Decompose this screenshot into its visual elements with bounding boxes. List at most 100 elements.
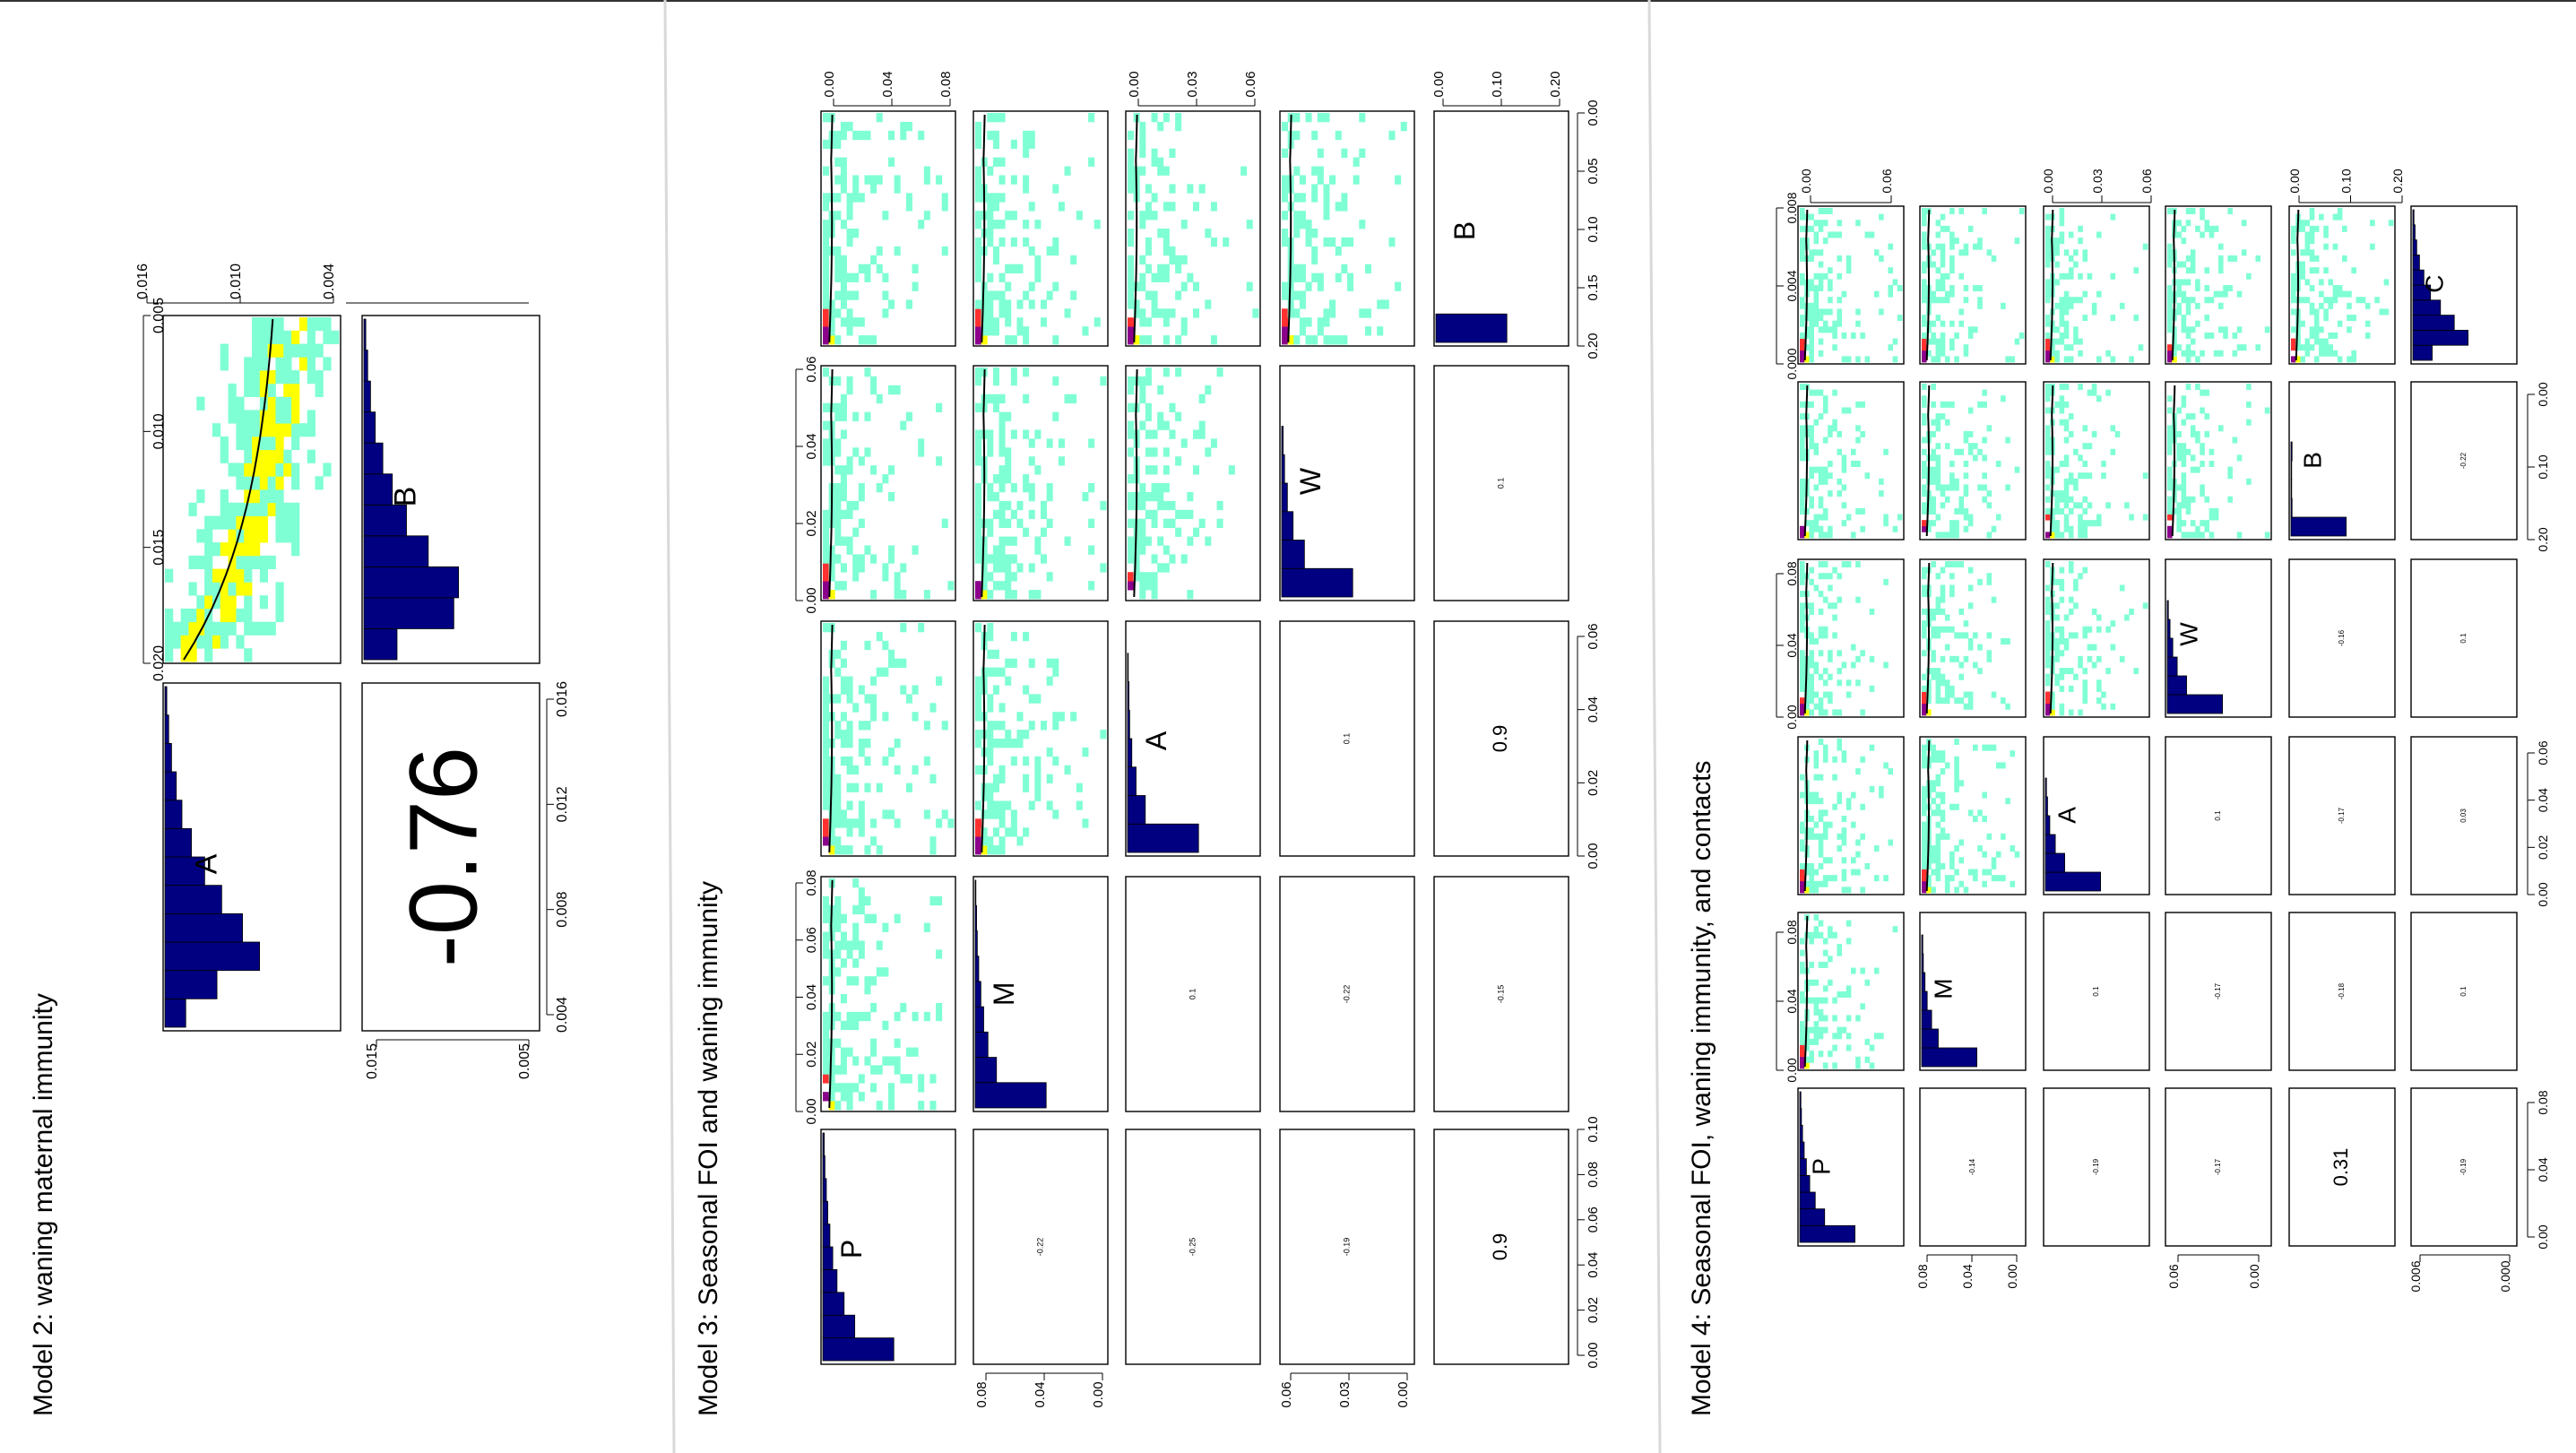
model4-W-C-density-cell: [2185, 356, 2191, 363]
model4-W-B-density-cell: [2246, 384, 2252, 391]
model3-W-B-density-cell: [1287, 299, 1294, 309]
model4-P-A-density-cell: [1855, 839, 1861, 846]
model4-W-C-density-cell: [2185, 255, 2191, 262]
model4-W-C-density-cell: [2227, 255, 2233, 262]
model3-P-M-density-cell: [858, 949, 865, 959]
model2-A-B-density-cell: [220, 343, 229, 358]
model2-A-B-density-cell: [259, 568, 269, 583]
model3-P-W-density-cell: [858, 563, 865, 573]
model3-axis-top-A-tick-label: 0.06: [1243, 71, 1258, 97]
model4-P-M-density-cell: [1841, 991, 1847, 999]
model4-W-B-density-cell: [2200, 461, 2205, 468]
model3-M-B-density-cell: [975, 326, 982, 336]
model2-A-B-density-cell: [291, 330, 300, 344]
model4-P-M-density-cell: [1818, 997, 1824, 1004]
model2-A-B-density-cell: [220, 568, 229, 583]
model4-B-C-density-cell: [2383, 279, 2390, 286]
model3-M-W-density-cell: [975, 527, 982, 537]
model2-A-B-density-cell: [259, 621, 269, 636]
model4-M-W-density-cell: [1935, 685, 1941, 692]
model3-W-B-correlation: 0.1: [1496, 478, 1505, 489]
model3-W-B-density-cell: [1341, 335, 1348, 345]
model4-M-A-correlation: 0.1: [2092, 986, 2100, 997]
model3-P-M-density-cell: [823, 1056, 830, 1066]
model3-M-B-density-cell: [987, 317, 994, 327]
model4-A-W-density-cell: [2101, 703, 2106, 710]
model4-W-C-density-cell: [2167, 350, 2173, 357]
model3-P-B-density-cell: [876, 264, 883, 274]
model3-A-W-density-cell: [1157, 385, 1164, 395]
model4-B-C-density-cell: [2323, 350, 2329, 357]
model3-P-B-density-cell: [823, 317, 830, 327]
model3-P-B-density-cell: [840, 281, 847, 291]
model4-M-A-density-cell: [1935, 839, 1941, 846]
model4-M-A-density-cell: [1963, 887, 1969, 894]
model2-A-B-density-cell: [196, 595, 205, 610]
model4-W-B-density-cell: [2246, 478, 2252, 485]
model4-B-C-density-cell: [2304, 338, 2311, 345]
model4-M-W-density-cell: [1958, 561, 1965, 568]
model2-A-B-density-cell: [252, 330, 261, 344]
model4-P-M-density-cell: [1828, 979, 1833, 986]
model4-A-C-density-cell: [2045, 213, 2051, 221]
model4-M-W-smooth-line: [1925, 562, 1931, 714]
model4-P-A-density-cell: [1846, 887, 1852, 894]
model4-W-C-density-cell: [2227, 285, 2233, 292]
model3-A-B-density-cell: [1139, 281, 1146, 291]
model4-P-C-density-cell: [1828, 326, 1833, 333]
model4-P-M-density-cell: [1813, 1008, 1820, 1016]
model3-M-A-density-cell: [1028, 800, 1035, 810]
model4-W-C-density-cell: [2167, 308, 2173, 316]
model3-P-W-density-cell: [870, 465, 877, 475]
model4-A-B-density-cell: [2063, 437, 2070, 444]
model3-W-hist-bar-1: [1281, 540, 1305, 569]
model4-M-B-density-cell: [1940, 490, 1946, 497]
model3-A-W-density-cell: [1133, 563, 1140, 573]
model3-A-B-density-cell: [1157, 264, 1164, 274]
model4-M-W-density-cell: [1944, 561, 1950, 568]
model4-A-W-density-cell: [2063, 668, 2070, 675]
model4-P-A-density-cell: [1855, 768, 1861, 775]
model4-M-C-density-cell: [1922, 238, 1927, 245]
model3-P-hist-bar-1: [822, 1314, 856, 1338]
model3-M-W-density-cell: [1005, 500, 1012, 511]
model4-A-B-density-cell: [2068, 532, 2074, 539]
model4-A-B-density-cell: [2087, 472, 2093, 480]
model3-A-B-density-cell: [1139, 335, 1146, 345]
model3-M-B-density-cell: [975, 317, 982, 327]
model3-M-A-density-cell: [975, 676, 982, 686]
model2-A-B-density-cell: [165, 621, 174, 636]
model3-M-A-density-cell: [992, 827, 999, 837]
model2-A-B-density-cell: [323, 463, 332, 477]
model3-P-A-density-cell: [912, 765, 919, 775]
model3-P-A-density-cell: [846, 765, 853, 775]
model2-A-B-density-cell: [275, 330, 284, 344]
model4-P-C-density-cell: [1822, 320, 1828, 327]
model4-A-B-density-cell: [2050, 525, 2055, 532]
model4-P-M-smooth-line: [1803, 915, 1809, 1068]
model4-W-B-density-cell: [2195, 430, 2200, 437]
model4-M-A-density-cell: [1935, 780, 1941, 787]
model3-A-W-density-cell: [1175, 368, 1182, 377]
model3-A-W-density-cell: [1128, 572, 1135, 582]
model4-M-B-density-cell: [1926, 520, 1932, 527]
model4-A-hist-bar-1: [2044, 852, 2065, 873]
model3-M-B-density-cell: [1088, 157, 1095, 167]
model3-axis-bottom-W-tick-label: 0.06: [1279, 1381, 1294, 1407]
model4-A-C-density-cell: [2110, 315, 2116, 322]
model4-P-C-density-cell: [1804, 344, 1810, 351]
model4-P-C-density-cell: [1800, 238, 1805, 245]
model4-M-B-density-cell: [2001, 395, 2006, 402]
model3-M-B-density-cell: [987, 113, 994, 123]
model3-A-hist-bar-3: [1127, 738, 1133, 768]
model4-P-W-density-cell: [1800, 703, 1805, 710]
model3-A-B-density-cell: [1139, 121, 1146, 132]
model4-A-B-density-cell: [2078, 472, 2083, 480]
model4-W-B-density-cell: [2167, 425, 2173, 432]
model4-P-M-density-cell: [1804, 1056, 1810, 1063]
model3-M-A-density-cell: [992, 685, 999, 695]
model2-A-B-density-cell: [275, 595, 284, 610]
model4-A-W-density-cell: [2129, 608, 2134, 615]
model4-W-C-density-cell: [2185, 302, 2191, 309]
model3-M-A-density-cell: [975, 836, 982, 846]
